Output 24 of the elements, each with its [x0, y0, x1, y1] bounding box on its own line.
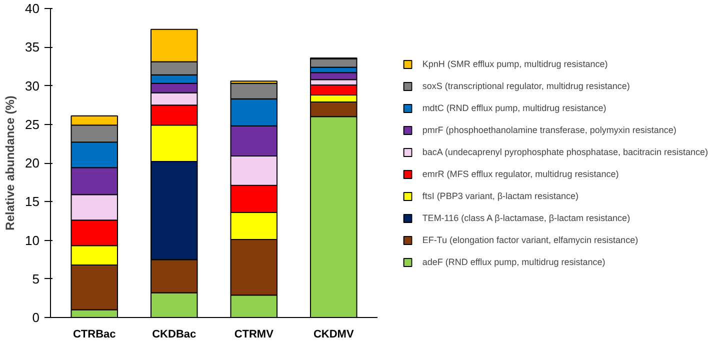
legend-label: emrR (MFS efflux regulator, multidrug resistance): [422, 168, 619, 178]
y-tick-label: 5: [32, 271, 40, 286]
x-tick-label: CKDBac: [152, 328, 196, 340]
legend-label: soxS (transcriptional regulator, multidrug resistance): [422, 80, 630, 90]
x-tick-label: CKDMV: [313, 328, 354, 340]
legend-label: ftsI (PBP3 variant, β-lactam resistance): [422, 190, 579, 200]
legend-label: mdtC (RND efflux pump, multidrug resistance): [422, 102, 606, 112]
y-tick-label: 30: [25, 78, 40, 94]
y-tick-label: 40: [25, 1, 40, 16]
legend-label: bacA (undecaprenyl pyrophosphate phosphatase, bacitracin resistance): [422, 146, 708, 156]
legend-label: pmrF (phosphoethanolamine transferase, polymyxin resistance): [422, 124, 676, 134]
y-axis-title: Relative abundance (%): [3, 96, 18, 230]
y-tick-label: 25: [25, 116, 40, 132]
x-tick-label: CTRMV: [234, 328, 274, 340]
legend-label: EF-Tu (elongation factor variant, elfamycin resistance): [422, 234, 638, 244]
y-tick-label: 10: [25, 232, 40, 248]
y-tick-label: 0: [32, 310, 40, 325]
legend-label: KpnH (SMR efflux pump, multidrug resistance): [422, 58, 608, 68]
x-tick-label: CTRBac: [72, 328, 116, 340]
legend-label: adeF (RND efflux pump, multidrug resistance): [422, 256, 606, 266]
y-tick-label: 15: [25, 194, 40, 210]
y-tick-label: 20: [25, 156, 40, 170]
y-tick-label: 35: [25, 40, 40, 55]
legend-label: TEM-116 (class A β-lactamase, β-lactam resistance): [422, 212, 630, 222]
